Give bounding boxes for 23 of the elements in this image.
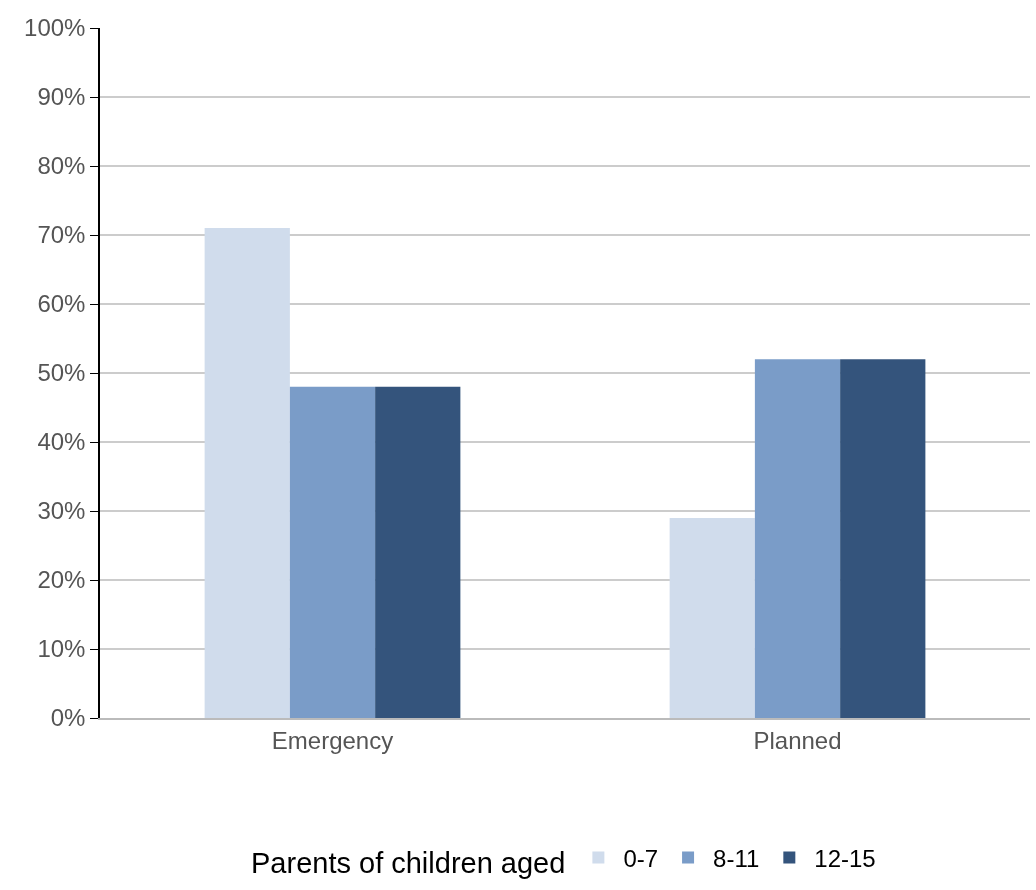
bar (375, 386, 461, 718)
y-tick-label: 70% (37, 221, 86, 249)
legend-title: Parents of children aged (251, 847, 566, 879)
legend-label: 8-11 (713, 844, 760, 872)
bar (204, 228, 290, 718)
y-tick-label: 30% (37, 497, 86, 525)
y-tick-label: 50% (37, 359, 86, 387)
y-tick-label: 90% (37, 83, 86, 111)
bar (840, 359, 926, 718)
x-tick-label: Planned (753, 726, 842, 754)
y-tick-label: 10% (37, 635, 86, 663)
y-tick-label: 20% (37, 566, 86, 594)
y-tick-label: 40% (37, 428, 86, 456)
y-tick-label: 0% (50, 704, 86, 732)
y-tick-label: 100% (24, 14, 86, 42)
bar (669, 517, 755, 718)
y-tick-label: 60% (37, 290, 86, 318)
bar (754, 359, 841, 718)
y-tick-label: 80% (37, 152, 86, 180)
legend-label: 12-15 (814, 844, 876, 872)
legend-label: 0-7 (623, 844, 659, 872)
bar (289, 386, 376, 718)
x-tick-label: Emergency (271, 726, 394, 754)
